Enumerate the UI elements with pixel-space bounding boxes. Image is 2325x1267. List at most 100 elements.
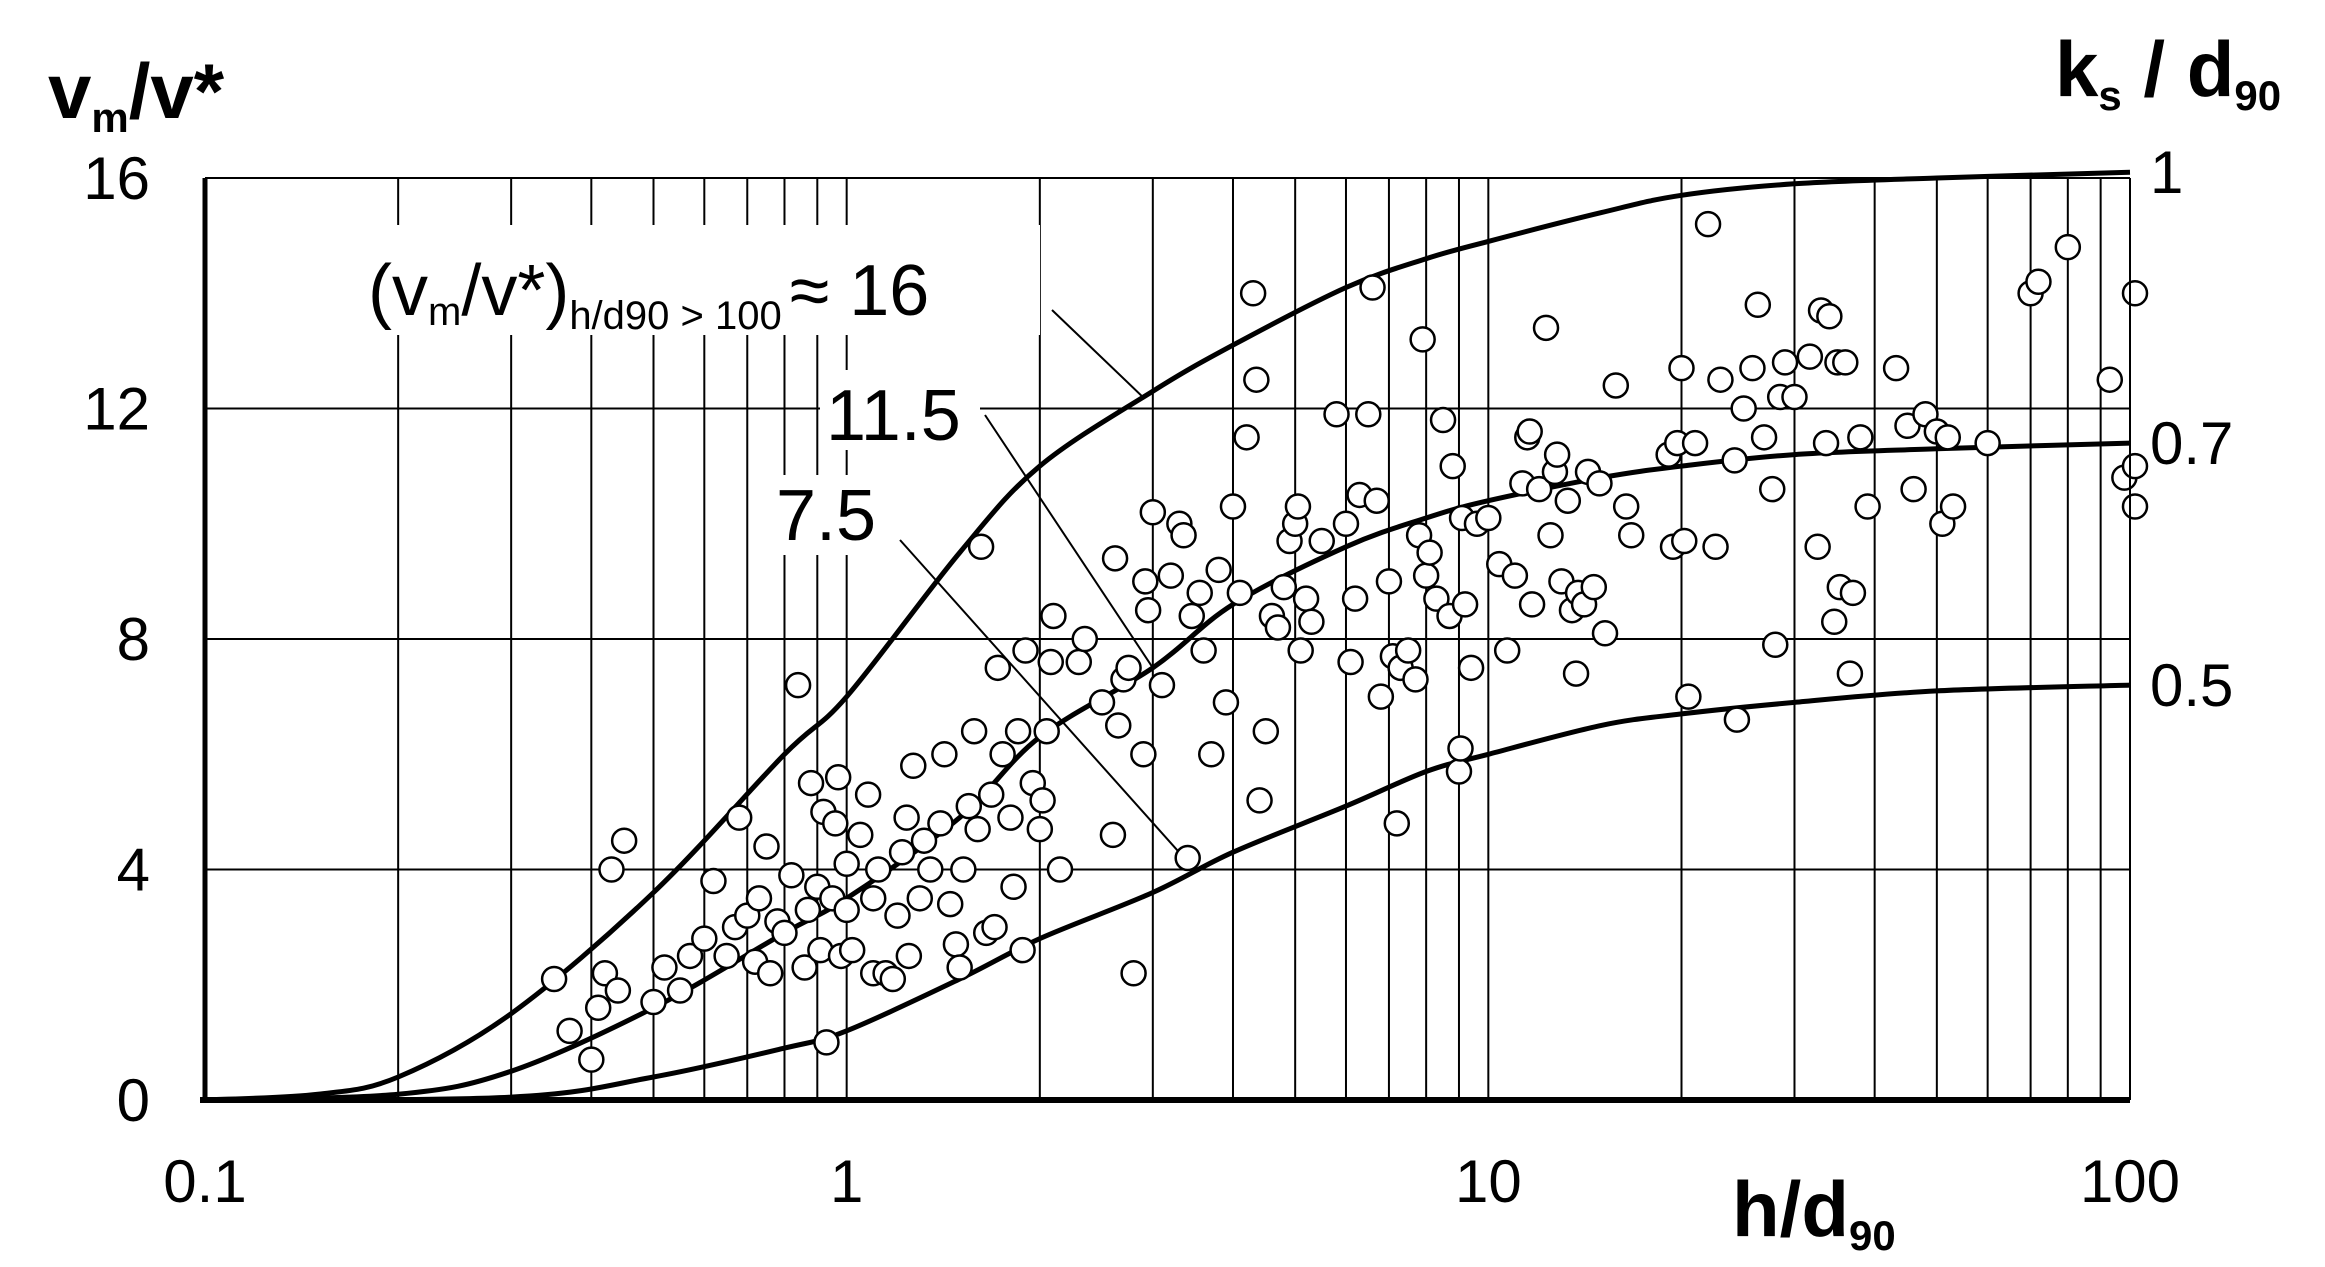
data-point — [676, 942, 704, 970]
data-point — [1762, 631, 1789, 659]
data-point — [2121, 493, 2149, 520]
data-point — [666, 977, 694, 1004]
data-point — [1804, 533, 1831, 561]
data-point — [1026, 815, 1054, 843]
data-point — [691, 925, 718, 952]
data-point — [1750, 424, 1778, 451]
data-point — [1839, 579, 1867, 607]
annotation-leaders — [899, 309, 1197, 872]
data-point — [784, 671, 812, 699]
data-point — [1065, 648, 1093, 676]
data-point — [1409, 326, 1436, 353]
data-point — [1847, 424, 1874, 451]
x-tick-label: 100 — [2080, 1148, 2180, 1215]
data-point — [906, 885, 934, 912]
data-point — [1796, 343, 1824, 370]
data-point — [725, 804, 753, 831]
data-point — [1612, 493, 1640, 520]
data-point — [1239, 280, 1267, 307]
data-point — [651, 954, 678, 981]
leader-line — [899, 539, 1197, 872]
data-point — [578, 1046, 605, 1073]
data-point — [984, 654, 1012, 682]
data-point — [1974, 429, 2001, 457]
data-point — [1029, 787, 1056, 814]
data-point — [2096, 366, 2124, 393]
data-point — [1744, 291, 1772, 319]
data-point — [756, 959, 784, 987]
annotation-16-bg — [360, 225, 1040, 335]
data-point — [942, 931, 970, 958]
data-point — [1120, 959, 1147, 987]
data-point — [794, 896, 822, 924]
data-point — [1475, 504, 1502, 532]
annotation-115-bg — [820, 370, 980, 450]
data-point — [900, 752, 927, 780]
data-point — [822, 810, 849, 837]
data-point — [2121, 280, 2149, 307]
data-point — [1707, 366, 1734, 393]
data-point — [1226, 579, 1254, 607]
data-point — [927, 810, 954, 837]
data-point — [1332, 510, 1360, 537]
data-point — [598, 856, 625, 883]
data-point — [1759, 475, 1786, 503]
data-point — [1671, 527, 1698, 555]
data-point — [1284, 493, 1312, 520]
data-point — [1186, 579, 1213, 607]
data-point — [1554, 487, 1582, 514]
data-point — [1130, 741, 1157, 768]
data-point — [1694, 210, 1722, 238]
data-point — [1308, 527, 1335, 555]
data-point — [610, 827, 638, 854]
data-point — [1501, 562, 1529, 589]
curve-ks-0-5 — [204, 682, 2131, 1103]
data-point — [824, 764, 852, 791]
data-point — [1429, 406, 1457, 434]
data-point — [1543, 441, 1571, 468]
data-point — [1219, 493, 1247, 520]
data-point — [1702, 533, 1729, 561]
data-point — [1586, 470, 1613, 497]
scatter-points — [540, 210, 2149, 1073]
data-point — [950, 856, 977, 883]
leader-line — [1051, 309, 1145, 399]
tick-labels: 0.1 1 10 100 0 4 8 12 16 1 0.7 0.5 — [83, 139, 2233, 1215]
data-point — [1040, 602, 1067, 630]
data-point — [1037, 648, 1065, 676]
data-point — [556, 1017, 583, 1045]
data-point — [1004, 717, 1032, 745]
data-point — [989, 741, 1016, 768]
data-point — [936, 890, 964, 918]
data-point — [1071, 625, 1099, 653]
data-point — [1383, 810, 1411, 837]
data-point — [640, 988, 667, 1016]
data-point — [1416, 539, 1443, 566]
data-point — [1934, 424, 1962, 451]
data-point — [1832, 349, 1859, 376]
data-point — [931, 741, 958, 768]
data-point — [1337, 648, 1364, 676]
data-point — [1681, 429, 1709, 457]
data-point — [1243, 366, 1270, 393]
data-point — [540, 965, 568, 993]
data-point — [1394, 637, 1422, 664]
data-point — [1292, 585, 1320, 612]
data-point — [1178, 602, 1206, 630]
data-point — [1000, 873, 1027, 901]
data-point — [778, 862, 805, 889]
data-point — [713, 942, 740, 970]
data-point — [1939, 493, 1967, 520]
data-point — [1820, 608, 1848, 635]
y-tick-label: 8 — [117, 606, 150, 673]
data-point — [964, 815, 991, 843]
data-point — [584, 994, 612, 1022]
data-point — [1134, 596, 1162, 624]
annotation-7-5: 7.5 — [776, 476, 876, 556]
data-point — [1270, 573, 1298, 601]
data-point — [1516, 418, 1543, 445]
data-point — [997, 804, 1024, 831]
data-point — [1730, 395, 1757, 422]
data-point — [1836, 660, 1864, 687]
